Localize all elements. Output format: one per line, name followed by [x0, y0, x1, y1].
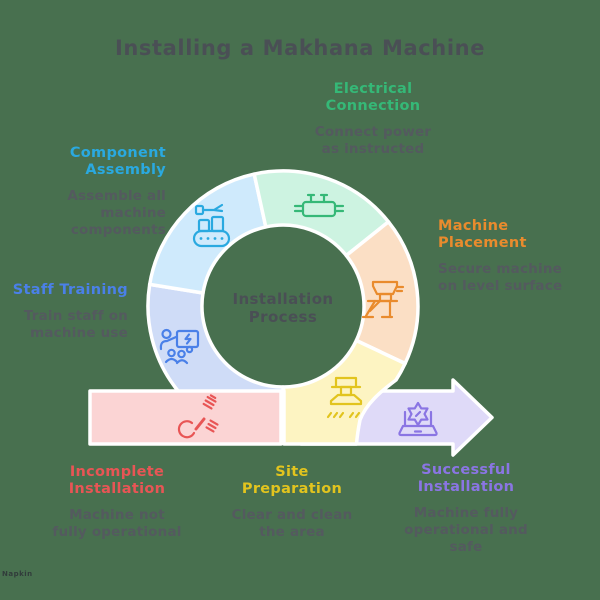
- stage-heading: Component Assembly: [69, 145, 166, 178]
- training-people-icon: [159, 328, 200, 365]
- stage-heading: Site Preparation: [241, 464, 343, 497]
- stage-heading: Machine Placement: [438, 218, 527, 251]
- stage-heading: Staff Training: [12, 282, 128, 298]
- stage-description: Connect power as instructed: [314, 124, 432, 157]
- stage-heading: Electrical Connection: [325, 81, 421, 114]
- stage-heading: Incomplete Installation: [68, 464, 166, 497]
- stage-incomplete-installation: Incomplete Installation Machine not full…: [32, 464, 202, 541]
- center-process-label: Installation Process: [232, 290, 334, 326]
- stage-staff-training: Staff Training Train staff on machine us…: [0, 282, 128, 342]
- press-machine-icon: [326, 376, 363, 419]
- segment-component-assembly: [147, 172, 268, 295]
- stage-description: Train staff on machine use: [23, 308, 128, 341]
- stage-machine-placement: Machine Placement Secure machine on leve…: [438, 218, 594, 295]
- stage-electrical-connection: Electrical Connection Connect power as i…: [288, 81, 458, 158]
- stage-heading: Successful Installation: [417, 462, 515, 495]
- laptop-gear-icon: [398, 401, 438, 437]
- stage-description: Secure machine on level surface: [438, 261, 563, 294]
- stage-description: Machine fully operational and safe: [404, 505, 528, 555]
- segment-site-preparation: [281, 338, 407, 446]
- stage-site-preparation: Site Preparation Clear and clean the are…: [207, 464, 377, 541]
- wrench-screws-icon: [177, 394, 219, 439]
- stage-description: Clear and clean the area: [231, 507, 353, 540]
- flow-band-incomplete: [88, 389, 283, 446]
- conveyor-belt-icon: [192, 203, 231, 248]
- page-title: Installing a Makhana Machine: [114, 36, 486, 60]
- grinder-machine-icon: [361, 280, 405, 319]
- stage-description: Assemble all machine components: [67, 188, 166, 238]
- stage-component-assembly: Component Assembly Assemble all machine …: [10, 145, 166, 239]
- watermark: Napkin: [2, 570, 33, 578]
- stage-description: Machine not fully operational: [52, 507, 182, 540]
- stage-successful-installation: Successful Installation Machine fully op…: [380, 462, 552, 556]
- power-connector-icon: [293, 193, 345, 218]
